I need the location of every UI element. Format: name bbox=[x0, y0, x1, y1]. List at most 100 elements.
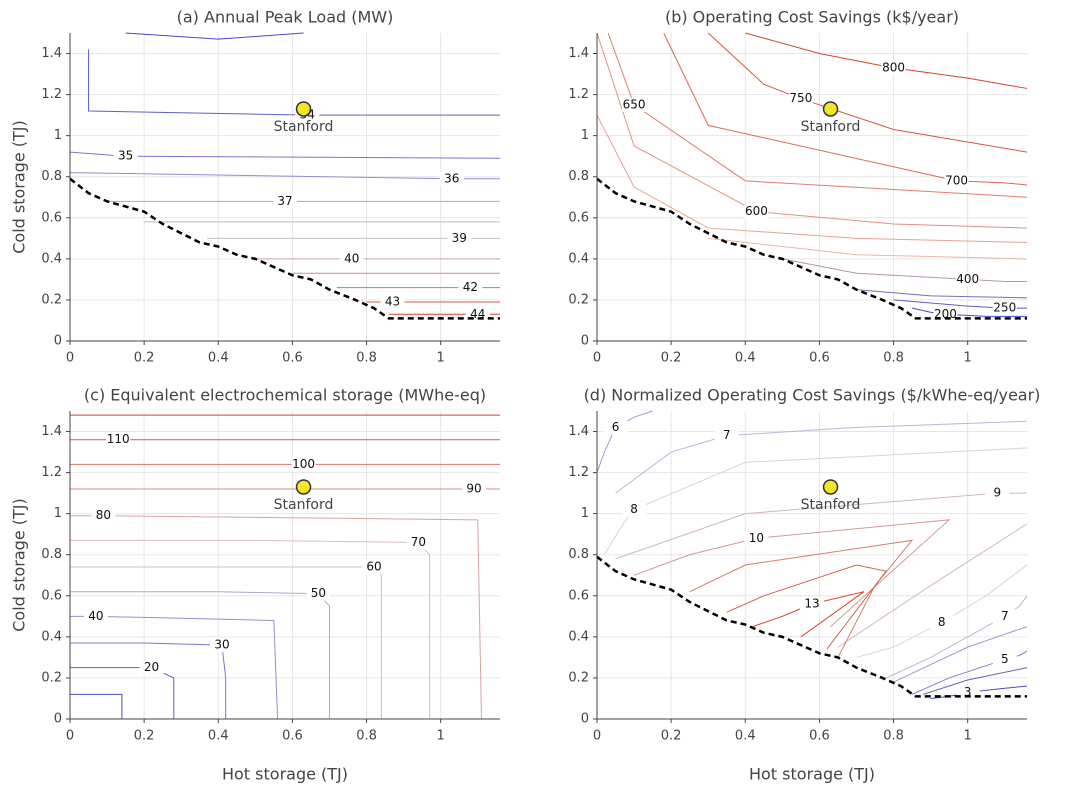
contour-label: 40 bbox=[88, 609, 103, 623]
y-tick-label: 0 bbox=[581, 712, 589, 727]
contour-label-bg bbox=[881, 60, 906, 75]
contour-line bbox=[596, 114, 1028, 243]
x-tick-label: 0.6 bbox=[809, 729, 830, 744]
contour-line bbox=[726, 564, 888, 650]
x-tick-label: 1 bbox=[964, 729, 972, 744]
feasibility-boundary bbox=[596, 177, 1027, 320]
contour-line bbox=[70, 591, 330, 719]
contour-label-bg bbox=[714, 428, 739, 443]
contour-label-bg bbox=[992, 652, 1017, 667]
contour-label: 36 bbox=[444, 171, 459, 185]
x-tick-label: 1 bbox=[437, 729, 445, 744]
x-tick-label: 0 bbox=[66, 351, 74, 366]
y-tick-label: 0.6 bbox=[41, 210, 62, 225]
contour-label-bg bbox=[106, 432, 131, 447]
contour-label: 7 bbox=[1001, 609, 1009, 623]
contour-line bbox=[893, 626, 1028, 683]
contour-label: 35 bbox=[118, 149, 133, 163]
contour-label: 30 bbox=[214, 638, 229, 652]
marker-label: Stanford bbox=[274, 119, 334, 135]
y-tick-label: 1.4 bbox=[568, 424, 589, 439]
contour-label-bg bbox=[139, 660, 164, 675]
contour-line bbox=[923, 667, 1028, 695]
contour-label: 13 bbox=[804, 597, 819, 611]
y-tick-label: 0.2 bbox=[568, 292, 589, 307]
contour-label: 43 bbox=[385, 294, 400, 308]
x-tick-label: 0 bbox=[593, 351, 601, 366]
contour-label: 39 bbox=[452, 231, 467, 245]
y-tick-label: 1 bbox=[54, 506, 62, 521]
contour-label: 40 bbox=[344, 251, 359, 265]
y-tick-label: 0 bbox=[54, 334, 62, 349]
contour-label-bg bbox=[603, 420, 628, 435]
contour-label-bg bbox=[992, 301, 1017, 316]
x-tick-label: 0.6 bbox=[282, 729, 303, 744]
contour-label: 7 bbox=[723, 428, 731, 442]
contour-label-bg bbox=[929, 615, 954, 630]
feasibility-boundary bbox=[69, 177, 500, 320]
panel: 0 0.2 0.4 0.6 0.8 100.20.40.60.811.21.4356778… bbox=[568, 386, 1040, 784]
contour-label: 9 bbox=[994, 486, 1002, 500]
x-tick-label: 0.4 bbox=[735, 351, 756, 366]
contour-label-bg bbox=[788, 91, 813, 106]
y-tick-label: 1 bbox=[54, 128, 62, 143]
contour-label: 90 bbox=[466, 482, 481, 496]
contour-label-bg bbox=[622, 97, 647, 112]
contour-label-bg bbox=[291, 457, 316, 472]
contour-label-bg bbox=[955, 272, 980, 287]
y-tick-label: 0.2 bbox=[568, 670, 589, 685]
stanford-marker bbox=[822, 101, 839, 117]
contour-label-bg bbox=[622, 502, 647, 517]
x-tick-label: 0.8 bbox=[356, 729, 377, 744]
x-tick-label: 1 bbox=[437, 351, 445, 366]
contour-label: 400 bbox=[956, 272, 979, 286]
contour-label-bg bbox=[447, 231, 472, 246]
contour-label: 42 bbox=[463, 280, 478, 294]
contour-label: 3 bbox=[964, 685, 972, 699]
contour-label: 750 bbox=[789, 91, 812, 105]
x-tick-label: 0.2 bbox=[134, 351, 155, 366]
contour-line bbox=[837, 523, 1028, 648]
y-tick-label: 0 bbox=[54, 712, 62, 727]
x-tick-label: 0.4 bbox=[208, 351, 229, 366]
panel: 0 0.2 0.4 0.6 0.8 1 0 0.2 0.4 0.6 0.8 1 1.2 1.4 20 30 40… bbox=[10, 386, 500, 784]
y-axis-label: Cold storage (TJ) bbox=[10, 120, 29, 254]
y-tick-label: 0.6 bbox=[568, 588, 589, 603]
contour-label: 70 bbox=[411, 535, 426, 549]
contour-line bbox=[615, 420, 1028, 494]
contour-label: 700 bbox=[945, 173, 968, 187]
contour-line bbox=[70, 693, 123, 719]
y-tick-label: 0.4 bbox=[568, 251, 589, 266]
contour-label-bg bbox=[992, 609, 1017, 624]
contour-label-bg bbox=[273, 194, 297, 209]
x-tick-label: 0.2 bbox=[661, 729, 682, 744]
x-tick-label: 0.2 bbox=[661, 351, 682, 366]
x-tick-label: 0.2 bbox=[134, 729, 155, 744]
y-tick-label: 0.4 bbox=[41, 629, 62, 644]
y-tick-label: 1.4 bbox=[41, 424, 62, 439]
contour-label: 8 bbox=[630, 502, 638, 516]
contour-line bbox=[88, 49, 500, 116]
contour-label-bg bbox=[306, 586, 331, 601]
contour-line bbox=[707, 32, 1028, 153]
marker-label: Stanford bbox=[801, 497, 861, 513]
panel-title: (d) Normalized Operating Cost Savings ($… bbox=[584, 386, 1041, 405]
contour-label-bg bbox=[380, 294, 405, 309]
y-tick-label: 1.2 bbox=[568, 465, 589, 480]
contour-line bbox=[70, 642, 227, 719]
x-tick-label: 1 bbox=[964, 351, 972, 366]
y-tick-label: 1.2 bbox=[568, 87, 589, 102]
contour-label: 650 bbox=[623, 97, 646, 111]
contour-line bbox=[69, 172, 500, 180]
x-axis-label: Hot storage (TJ) bbox=[749, 765, 875, 784]
panel-title: (b) Operating Cost Savings (k$/year) bbox=[665, 8, 959, 27]
panel-title: (a) Annual Peak Load (MW) bbox=[177, 8, 394, 27]
contour-label-bg bbox=[458, 280, 483, 295]
y-tick-label: 0.8 bbox=[41, 547, 62, 562]
contour-label-bg bbox=[955, 685, 980, 700]
marker-label: Stanford bbox=[274, 497, 334, 513]
contour-label-bg bbox=[462, 482, 487, 497]
contour-label-bg bbox=[800, 597, 824, 612]
contour-line bbox=[856, 289, 1028, 299]
